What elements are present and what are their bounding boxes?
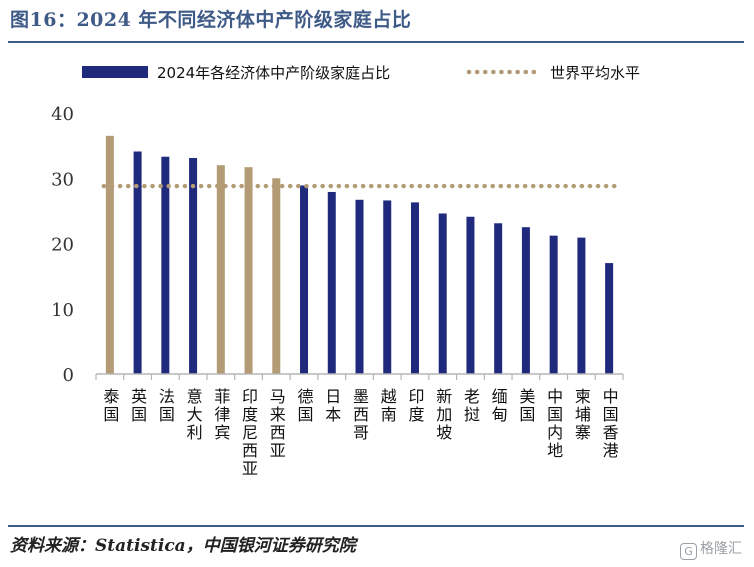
category-label: 美国	[516, 388, 535, 424]
category-label: 英国	[128, 388, 147, 424]
bar	[327, 191, 336, 374]
category-label: 缅甸	[489, 388, 508, 424]
bar	[105, 135, 114, 374]
bar-chart: 2024年各经济体中产阶级家庭占比 世界平均水平 0 10 20 30 40 泰国 英国法…	[51, 64, 640, 478]
legend-label-reference: 世界平均水平	[550, 64, 640, 82]
category-label: 意大利	[184, 387, 203, 442]
category-label: 柬埔寨	[572, 388, 591, 442]
bar	[577, 237, 586, 374]
y-tick-label: 20	[51, 235, 74, 256]
category-label: 越南	[378, 388, 397, 424]
category-label: 泰国	[100, 388, 119, 424]
category-label: 老挝	[461, 388, 480, 424]
category-label: 墨西哥	[350, 388, 369, 442]
bar	[383, 200, 392, 374]
watermark-logo-icon: G	[680, 543, 697, 560]
bar	[133, 151, 142, 374]
bar	[410, 202, 419, 374]
y-tick-label: 40	[51, 104, 74, 125]
category-label: 菲律宾	[211, 388, 230, 442]
bar	[466, 216, 475, 374]
category-label: 中国内地	[544, 388, 563, 460]
title-divider	[8, 41, 744, 43]
chart-legend: 2024年各经济体中产阶级家庭占比 世界平均水平	[82, 64, 640, 82]
legend-swatch-bars	[82, 66, 148, 78]
bar	[549, 235, 558, 374]
bar	[355, 199, 364, 374]
bar	[272, 178, 281, 374]
source-note: 资料来源：Statistica，中国银河证券研究院	[10, 536, 356, 556]
bar	[521, 227, 530, 374]
bar	[244, 167, 253, 374]
x-axis: 泰国 英国 法国 意大利 菲律宾 印度尼西亚 马来西亚 德国 日本 墨西哥 越南 印度 新加坡 老挝 缅甸美…	[95, 373, 624, 478]
figure-title: 图16：2024 年不同经济体中产阶级家庭占比	[10, 9, 412, 31]
bar	[300, 185, 309, 374]
bar-series	[105, 135, 614, 374]
legend-label-bars: 2024年各经济体中产阶级家庭占比	[157, 64, 390, 82]
category-label: 法国	[156, 388, 175, 424]
watermark: G 格隆汇	[680, 538, 742, 560]
category-label: 印度尼西亚	[239, 388, 258, 478]
y-tick-label: 10	[51, 300, 74, 321]
category-label: 马来西亚	[267, 388, 286, 460]
bar	[161, 156, 170, 374]
bar	[494, 223, 503, 374]
source-divider	[8, 525, 744, 527]
category-label: 德国	[295, 388, 314, 424]
bar	[189, 158, 198, 374]
bar	[216, 165, 225, 374]
category-label: 中国香港	[600, 388, 619, 460]
bar	[438, 213, 447, 374]
category-label: 印度	[405, 388, 424, 424]
watermark-text: 格隆汇	[700, 541, 742, 557]
y-tick-label: 30	[51, 169, 74, 190]
y-tick-label: 0	[63, 365, 74, 386]
bar	[605, 263, 614, 374]
category-label: 新加坡	[433, 388, 452, 442]
y-axis: 0 10 20 30 40	[51, 104, 74, 386]
category-label: 日本	[322, 388, 341, 424]
